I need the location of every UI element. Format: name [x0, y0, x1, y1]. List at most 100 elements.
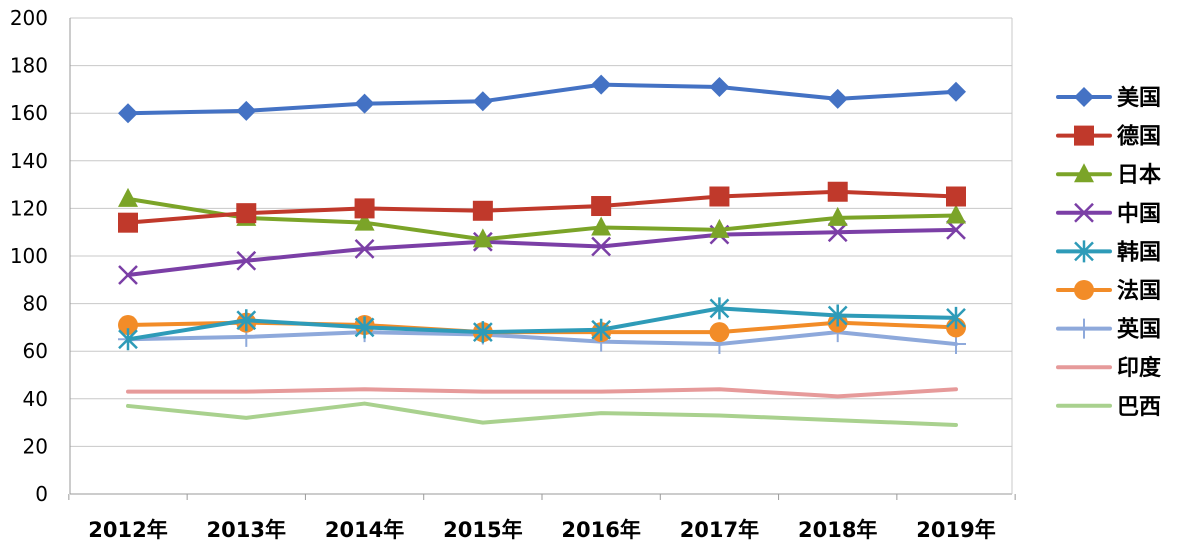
x-tick-label: 2019年 [916, 518, 995, 542]
legend-label: 中国 [1117, 202, 1161, 227]
data-point [118, 315, 138, 336]
series-印度 [126, 387, 958, 399]
data-point [709, 77, 730, 98]
legend-label: 印度 [1117, 355, 1162, 381]
series-line-德国 [126, 189, 958, 225]
data-point [591, 74, 612, 95]
data-point [827, 222, 848, 243]
x-tick-label: 2016年 [561, 518, 640, 542]
y-tick-label: 40 [23, 387, 48, 411]
data-point [946, 306, 966, 329]
legend-marker [1074, 87, 1094, 107]
data-point [827, 88, 848, 109]
legend-label: 日本 [1117, 163, 1161, 188]
series-韩国 [118, 297, 966, 351]
legend-label: 韩国 [1117, 239, 1161, 265]
legend-item-法国: 法国 [1056, 279, 1161, 304]
data-point [118, 103, 138, 124]
data-point [354, 198, 375, 219]
data-point [591, 318, 612, 341]
legend-item-德国: 德国 [1056, 124, 1161, 150]
data-point [118, 212, 138, 233]
series-line-巴西 [126, 401, 958, 427]
legend-item-巴西: 巴西 [1056, 395, 1161, 420]
series-line-印度 [126, 387, 958, 399]
data-point [354, 316, 375, 339]
legend-item-中国: 中国 [1056, 202, 1161, 227]
legend-item-美国: 美国 [1056, 85, 1161, 111]
y-tick-label: 60 [23, 339, 48, 363]
data-point [946, 219, 966, 240]
data-point [827, 206, 848, 226]
data-point [709, 186, 730, 207]
data-point [236, 203, 257, 224]
x-tick-label: 2012年 [88, 518, 167, 542]
x-tick-label: 2015年 [443, 518, 522, 542]
data-point [472, 228, 493, 248]
data-point [118, 265, 138, 285]
data-point [354, 211, 375, 231]
data-point [236, 309, 257, 332]
series-巴西 [126, 401, 958, 427]
data-point [591, 196, 612, 217]
data-point [827, 181, 848, 202]
y-tick-label: 200 [10, 6, 48, 30]
data-point [946, 204, 966, 224]
legend-marker [1074, 125, 1094, 146]
data-point [472, 321, 493, 344]
legend-item-英国: 英国 [1056, 318, 1161, 343]
data-point [236, 100, 257, 121]
data-point [118, 328, 138, 351]
y-tick-label: 80 [23, 292, 48, 316]
data-point [472, 91, 493, 112]
data-point [709, 322, 730, 343]
series-中国 [118, 219, 966, 285]
series-layer [118, 74, 966, 427]
legend-marker [1074, 163, 1094, 183]
legend-marker [1074, 240, 1094, 263]
legend-label: 巴西 [1117, 395, 1161, 420]
series-line-中国 [126, 227, 958, 278]
x-tick-label: 2013年 [207, 518, 286, 542]
data-point [118, 187, 138, 207]
legend-label: 法国 [1117, 279, 1161, 304]
x-tick-label: 2018年 [798, 518, 877, 542]
y-tick-label: 180 [10, 54, 48, 78]
legend-marker [1074, 318, 1094, 339]
legend-label: 德国 [1117, 124, 1161, 150]
data-point [946, 186, 966, 207]
y-tick-label: 140 [10, 149, 48, 173]
series-line-日本 [126, 196, 958, 242]
legend-marker [1074, 280, 1094, 300]
legend-label: 美国 [1117, 85, 1161, 111]
x-tick-label: 2014年 [325, 518, 404, 542]
data-point [827, 304, 848, 327]
data-point [472, 200, 493, 221]
legend-marker [1074, 202, 1094, 223]
x-tick-label: 2017年 [680, 518, 759, 542]
data-point [946, 81, 966, 102]
data-point [709, 218, 730, 238]
legend-item-印度: 印度 [1056, 355, 1162, 381]
y-tick-label: 120 [10, 196, 48, 220]
series-line-美国 [126, 82, 958, 116]
y-tick-label: 0 [35, 482, 48, 506]
series-line-英国 [126, 330, 958, 347]
data-point [354, 93, 375, 114]
data-point [354, 238, 375, 259]
y-tick-label: 160 [10, 101, 48, 125]
series-德国 [118, 181, 966, 233]
axes: 0 20 40 60 80 100 120 140 160 180 200 2012年 2013年 201… [10, 6, 1016, 542]
legend-label: 英国 [1117, 318, 1161, 343]
gridlines [70, 17, 1012, 495]
y-tick-label: 100 [10, 244, 48, 268]
data-point [591, 216, 612, 236]
data-point [709, 297, 730, 320]
series-line-韩国 [126, 306, 958, 342]
data-point [236, 250, 257, 271]
legend-item-日本: 日本 [1056, 163, 1161, 188]
data-point [591, 236, 612, 257]
series-美国 [118, 74, 966, 124]
